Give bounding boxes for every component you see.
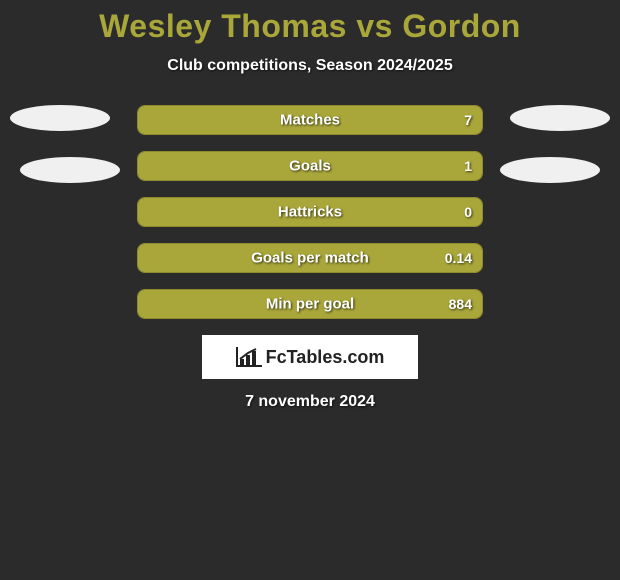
player-left-photo-placeholder	[10, 105, 110, 131]
stat-label: Min per goal	[266, 296, 354, 313]
footer-date: 7 november 2024	[0, 393, 620, 411]
stat-value: 0	[464, 204, 472, 220]
brand-logo: FcTables.com	[236, 347, 385, 368]
stat-value: 0.14	[445, 250, 472, 266]
stat-row: Min per goal 884	[137, 289, 483, 319]
stat-value: 884	[449, 296, 472, 312]
subtitle: Club competitions, Season 2024/2025	[0, 57, 620, 75]
bar-chart-icon	[236, 347, 262, 367]
stat-row: Goals per match 0.14	[137, 243, 483, 273]
comparison-area: Matches 7 Goals 1 Hattricks 0 Goals per …	[0, 105, 620, 411]
stat-row: Hattricks 0	[137, 197, 483, 227]
stats-bars: Matches 7 Goals 1 Hattricks 0 Goals per …	[137, 105, 483, 319]
stat-row: Goals 1	[137, 151, 483, 181]
player-right-photo-placeholder	[510, 105, 610, 131]
stat-label: Hattricks	[278, 204, 342, 221]
page-title: Wesley Thomas vs Gordon	[0, 0, 620, 45]
stat-row: Matches 7	[137, 105, 483, 135]
brand-logo-text: FcTables.com	[266, 347, 385, 368]
stat-label: Goals per match	[251, 250, 369, 267]
team-right-logo-placeholder	[500, 157, 600, 183]
stat-value: 7	[464, 112, 472, 128]
brand-logo-box: FcTables.com	[202, 335, 418, 379]
team-left-logo-placeholder	[20, 157, 120, 183]
stat-label: Matches	[280, 112, 340, 129]
stat-label: Goals	[289, 158, 331, 175]
stat-value: 1	[464, 158, 472, 174]
